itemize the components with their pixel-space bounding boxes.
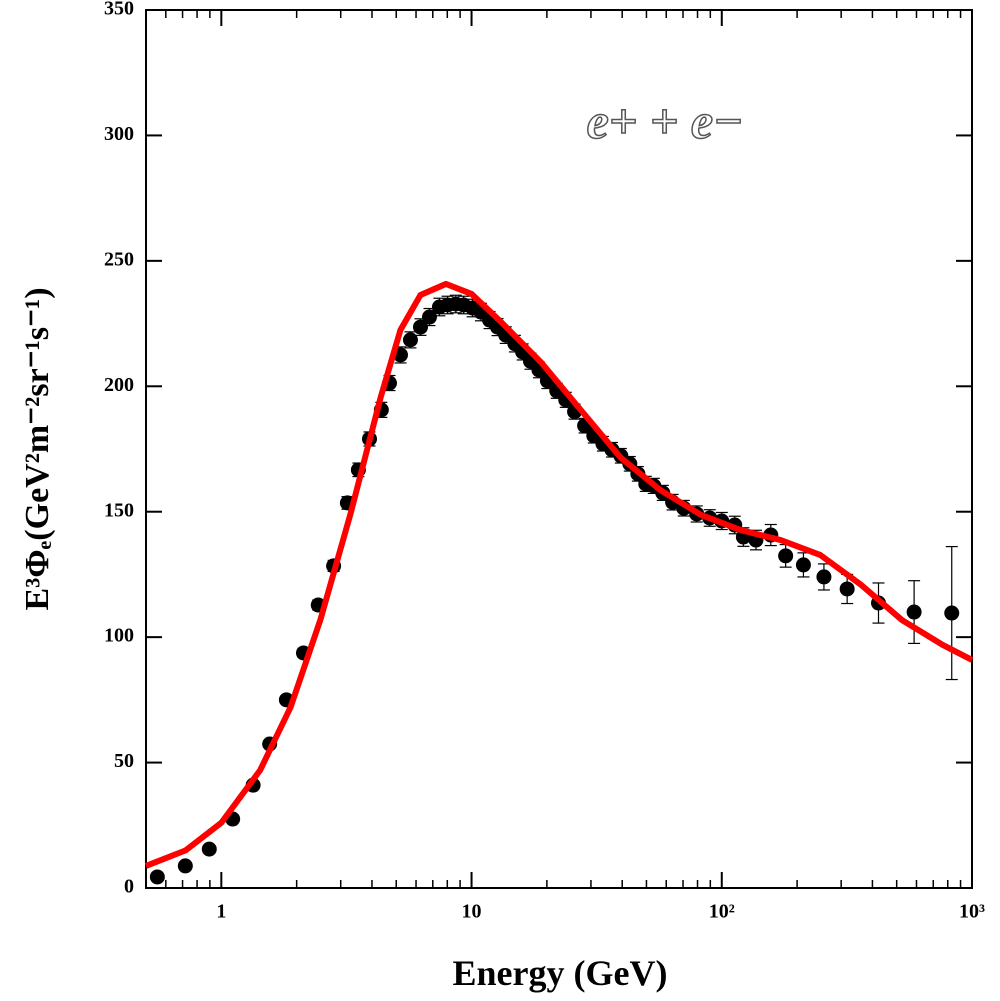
- y-tick-label: 300: [104, 123, 134, 145]
- y-tick-label: 50: [114, 750, 134, 772]
- y-tick-label: 250: [104, 248, 134, 270]
- data-point: [149, 869, 165, 885]
- y-tick-label: 0: [124, 876, 134, 898]
- data-point: [421, 309, 437, 325]
- data-point: [944, 605, 960, 621]
- x-tick-label: 10: [462, 901, 482, 923]
- data-point: [839, 581, 855, 597]
- x-axis-label: Energy (GeV): [453, 953, 668, 993]
- plot-frame: [145, 9, 973, 889]
- y-tick-label: 350: [104, 0, 134, 20]
- data-point: [906, 604, 922, 620]
- data-point: [201, 841, 217, 857]
- model-line: [144, 280, 974, 869]
- x-tick-label: 1: [216, 901, 226, 923]
- x-tick-label: 10³: [959, 901, 985, 923]
- data-point: [177, 858, 193, 874]
- y-tick-label: 150: [104, 499, 134, 521]
- data-point: [778, 548, 794, 564]
- x-tick-label: 10²: [709, 901, 735, 923]
- annotation: e+ + e−: [587, 93, 744, 149]
- y-tick-label: 100: [104, 625, 134, 647]
- y-axis-label: E³Φₑ(GeV²m⁻²sr⁻¹s⁻¹): [19, 287, 56, 610]
- data-point: [402, 332, 418, 348]
- data-point: [412, 319, 428, 335]
- data-point: [816, 569, 832, 585]
- y-tick-label: 200: [104, 374, 134, 396]
- data-point: [795, 557, 811, 573]
